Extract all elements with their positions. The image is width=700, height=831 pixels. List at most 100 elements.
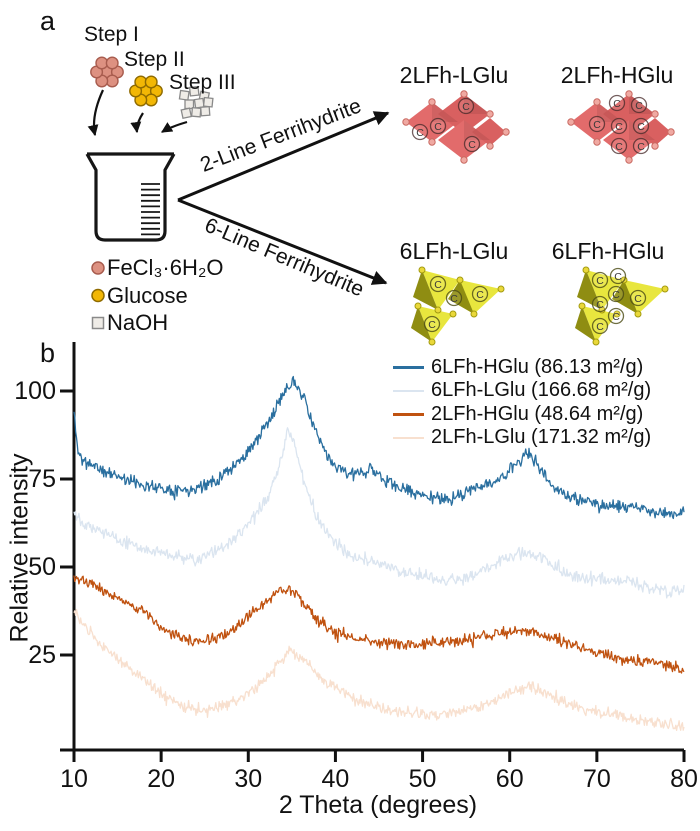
branch-2line-arrow-icon xyxy=(177,111,390,202)
vertex-dot xyxy=(414,302,422,310)
carbon-symbol: C xyxy=(613,98,621,110)
carbon-badge xyxy=(610,137,628,155)
vertex-dot xyxy=(667,128,675,136)
carbon-badge xyxy=(632,117,650,135)
carbon-symbol: C xyxy=(614,271,622,283)
legend-line-swatch xyxy=(393,413,424,416)
step1-arrow-icon xyxy=(87,89,104,137)
octahedron-shade xyxy=(597,102,623,122)
octahedron-face xyxy=(472,118,506,146)
y-tick-label: 75 xyxy=(28,465,56,493)
vertex-dot xyxy=(434,306,442,314)
x-tick-label: 30 xyxy=(234,765,263,793)
fecl3-cluster-icon xyxy=(90,56,124,88)
vertex-dot xyxy=(578,302,586,310)
carbon-badge xyxy=(607,307,625,325)
y-tick-label: 50 xyxy=(28,553,56,581)
cluster-2lfh-hglu: C CC C CC C xyxy=(567,90,675,164)
panel-b-label: b xyxy=(40,338,56,368)
legend-line-swatch xyxy=(393,389,424,393)
naoh-square xyxy=(178,89,190,101)
reagent-marker-2 xyxy=(91,316,105,330)
vertex-dot xyxy=(651,142,659,150)
carbon-symbol: C xyxy=(634,293,642,305)
octahedron-face xyxy=(603,94,655,134)
tetrahedron-shade xyxy=(612,280,638,314)
vertex-dot xyxy=(428,98,436,106)
carbon-badge xyxy=(588,115,606,133)
carbon-symbol: C xyxy=(615,121,623,133)
x-tick-label: 20 xyxy=(147,765,176,793)
carbon-symbol: C xyxy=(450,293,458,305)
tetrahedron-shade xyxy=(411,306,432,342)
panel-a-label: a xyxy=(40,6,56,36)
curve-6LFh-LGlu xyxy=(73,427,685,599)
curve-2LFh-HGlu xyxy=(73,575,685,674)
carbon-badge xyxy=(471,285,489,303)
x-tick-label: 60 xyxy=(495,765,524,793)
vertex-dot xyxy=(418,266,426,274)
vertex-dot xyxy=(634,310,642,318)
vertex-dot xyxy=(456,276,464,284)
tetrahedron-shade xyxy=(413,270,438,310)
step2-label: Step II xyxy=(124,48,185,71)
tetrahedron-shade xyxy=(575,306,596,342)
carbon-badge xyxy=(445,289,463,307)
carbon-symbol: C xyxy=(596,275,604,287)
carbon-symbol: C xyxy=(468,139,476,151)
curve-6LFh-HGlu xyxy=(73,375,685,520)
carbon-symbol: C xyxy=(593,119,601,131)
carbon-symbol: C xyxy=(615,141,623,153)
carbon-badge xyxy=(591,295,609,313)
carbon-symbol: C xyxy=(637,141,645,153)
carbon-badge xyxy=(607,285,625,303)
legend-label: 2LFh-HGlu (48.64 m²/g) xyxy=(431,402,644,425)
y-tick-label: 25 xyxy=(28,641,56,669)
legend-label: 6LFh-LGlu (166.68 m²/g) xyxy=(431,379,652,402)
carbon-badge xyxy=(591,317,609,335)
vertex-dot xyxy=(428,338,436,346)
carbon-symbol: C xyxy=(596,299,604,311)
chart-legend: 6LFh-HGlu (86.13 m²/g) 6LFh-LGlu (166.68 … xyxy=(393,356,651,450)
vertex-dot xyxy=(486,110,494,118)
vertex-dot xyxy=(497,285,505,293)
vertex-dot xyxy=(460,90,468,98)
step3-label: Step III xyxy=(169,71,236,94)
carbon-badge xyxy=(629,289,647,307)
vertex-dot xyxy=(592,338,600,346)
vertex-dot xyxy=(460,156,468,164)
step1-label: Step I xyxy=(84,23,139,46)
branch-6line-arrow-icon xyxy=(177,198,388,285)
legend-line-swatch xyxy=(393,436,424,440)
vertex-dot xyxy=(625,90,633,98)
x-tick-label: 80 xyxy=(670,765,698,793)
legend-row: 6LFh-HGlu (86.13 m²/g) xyxy=(393,356,651,379)
step3-arrow-icon xyxy=(161,120,188,133)
carbon-badge xyxy=(423,315,441,333)
beaker-graduation-marks xyxy=(141,183,160,236)
tetrahedron-face xyxy=(418,306,453,342)
carbon-badge xyxy=(632,137,650,155)
naoh-square xyxy=(190,106,202,118)
legend-line-swatch xyxy=(393,366,424,369)
carbon-symbol: C xyxy=(635,100,643,112)
legend-row: 2LFh-HGlu (48.64 m²/g) xyxy=(393,403,651,426)
reagent-label-fecl3: FeCl₃·6H₂O xyxy=(107,255,224,280)
vertex-dot xyxy=(567,118,575,126)
vertex-dot xyxy=(470,310,478,318)
glucose-cluster-icon xyxy=(129,75,163,107)
vertex-dot xyxy=(593,98,601,106)
carbon-symbol: C xyxy=(476,289,484,301)
cluster-6lfh-lglu: CC CC xyxy=(411,266,505,346)
carbon-symbol: C xyxy=(416,127,424,139)
x-tick-label: 40 xyxy=(321,765,350,793)
carbon-symbol: C xyxy=(637,121,645,133)
octahedron-shade xyxy=(464,94,490,114)
carbon-badge xyxy=(630,96,648,114)
carbon-badge xyxy=(463,135,481,153)
carbon-symbol: C xyxy=(612,311,620,323)
legend-row: 2LFh-LGlu (171.32 m²/g) xyxy=(393,426,651,449)
